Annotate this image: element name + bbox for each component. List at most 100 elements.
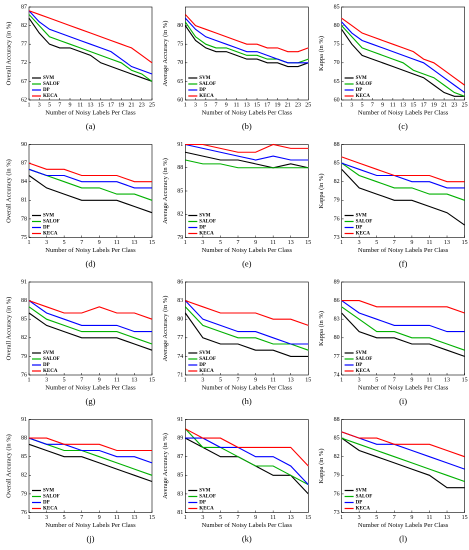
- legend-label: KECA: [199, 369, 214, 374]
- legend-label: KECA: [356, 94, 371, 99]
- series-line: [28, 312, 153, 351]
- y-tick-label: 76: [334, 491, 340, 497]
- legend-label: DP: [199, 88, 206, 93]
- x-tick-label: 5: [361, 102, 364, 108]
- x-tick-label: 13: [288, 240, 294, 246]
- legend-label: SALOF: [43, 220, 60, 225]
- y-tick-label: 85: [334, 435, 340, 441]
- legend-label: KECA: [356, 369, 371, 374]
- x-tick-label: 25: [462, 102, 468, 108]
- series-line: [341, 156, 465, 183]
- series-line: [185, 428, 309, 467]
- legend-label: KECA: [356, 507, 371, 512]
- x-tick-label: 3: [201, 377, 204, 383]
- legend-label: KECA: [43, 232, 58, 237]
- legend-label: DP: [356, 363, 363, 368]
- series-line: [341, 431, 465, 458]
- series-line: [341, 17, 465, 86]
- series-line: [341, 25, 465, 97]
- series-line: [341, 437, 465, 483]
- y-tick-label: 74: [334, 372, 340, 378]
- legend-label: KECA: [199, 94, 214, 99]
- series-line: [28, 17, 153, 82]
- x-tick-label: 13: [131, 240, 137, 246]
- y-tick-label: 77: [334, 354, 340, 360]
- legend-label: DP: [199, 226, 206, 231]
- series-line: [184, 312, 309, 357]
- x-tick-label: 17: [421, 102, 427, 108]
- x-tick-label: 21: [285, 102, 291, 108]
- x-tick-label: 9: [410, 515, 413, 521]
- y-tick-label: 82: [334, 179, 340, 185]
- series-line: [341, 162, 465, 201]
- x-tick-label: 3: [358, 515, 361, 521]
- x-tick-label: 17: [264, 102, 270, 108]
- x-axis-label: Number of Noisy Labels Per Class: [202, 247, 293, 254]
- series-line: [28, 437, 153, 476]
- x-tick-label: 7: [393, 377, 396, 383]
- x-tick-label: 7: [237, 240, 240, 246]
- x-tick-label: 9: [225, 102, 228, 108]
- x-tick-label: 3: [194, 102, 197, 108]
- x-tick-label: 25: [305, 102, 311, 108]
- x-tick-label: 15: [149, 377, 155, 383]
- x-tick-label: 21: [441, 102, 447, 108]
- x-tick-label: 11: [390, 102, 396, 108]
- y-tick-label: 79: [334, 473, 340, 479]
- y-axis-label: Kappa (in %): [318, 448, 325, 483]
- x-tick-label: 15: [305, 515, 311, 521]
- legend-label: SVM: [43, 214, 54, 219]
- series-line: [185, 159, 309, 169]
- legend-label: DP: [199, 501, 206, 506]
- panel-label: (e): [242, 258, 252, 268]
- y-tick-label: 85: [334, 160, 340, 166]
- x-tick-label: 9: [98, 377, 101, 383]
- series-line: [28, 300, 152, 333]
- plot-frame: [28, 419, 153, 513]
- y-axis-label: Average Accuracy (in %): [162, 433, 169, 499]
- panel-label: (i): [399, 396, 407, 406]
- y-tick-label: 67: [21, 79, 27, 85]
- series-line: [341, 29, 465, 97]
- x-tick-label: 13: [131, 515, 137, 521]
- x-axis-label: Number of Noisy Labels Per Class: [45, 522, 136, 529]
- plot-frame: [341, 419, 465, 513]
- series-line: [341, 431, 465, 470]
- y-tick-label: 73: [334, 235, 340, 241]
- y-tick-label: 65: [177, 79, 183, 85]
- y-tick-label: 81: [21, 198, 27, 204]
- x-tick-label: 1: [184, 240, 187, 246]
- legend-label: DP: [356, 88, 363, 93]
- y-tick-label: 85: [21, 317, 27, 323]
- x-tick-label: 5: [219, 515, 222, 521]
- x-tick-label: 11: [114, 515, 120, 521]
- x-tick-label: 15: [149, 240, 155, 246]
- legend-label: SALOF: [43, 495, 60, 500]
- panel-label: (c): [398, 121, 408, 131]
- y-tick-label: 65: [334, 79, 340, 85]
- x-axis-label: Number of Noisy Labels Per Class: [45, 247, 136, 254]
- legend-label: KECA: [199, 232, 214, 237]
- x-tick-label: 11: [114, 240, 120, 246]
- legend-label: SALOF: [199, 357, 216, 362]
- x-tick-label: 1: [28, 102, 31, 108]
- y-tick-label: 88: [334, 142, 340, 148]
- y-tick-label: 80: [334, 335, 340, 341]
- y-tick-label: 77: [177, 335, 183, 341]
- y-tick-label: 87: [177, 454, 183, 460]
- y-tick-label: 70: [334, 60, 340, 66]
- series-line: [341, 162, 465, 189]
- plot-frame: [28, 281, 153, 376]
- x-tick-label: 3: [358, 240, 361, 246]
- legend-label: SALOF: [356, 357, 373, 362]
- x-tick-label: 21: [129, 102, 135, 108]
- x-tick-label: 9: [98, 240, 101, 246]
- series-line: [28, 168, 153, 201]
- x-tick-label: 15: [462, 377, 468, 383]
- y-tick-label: 83: [177, 491, 183, 497]
- x-tick-label: 7: [80, 240, 83, 246]
- x-tick-label: 13: [288, 377, 294, 383]
